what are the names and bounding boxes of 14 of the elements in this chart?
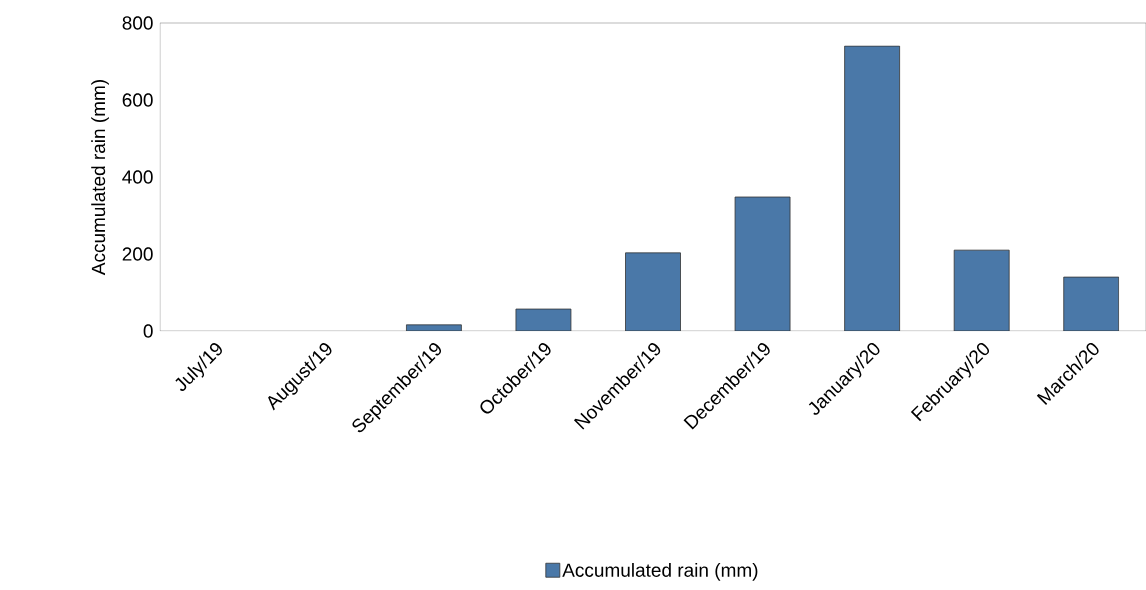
bar: [844, 45, 901, 331]
y-tick-label: 200: [122, 247, 153, 261]
bar: [515, 308, 572, 331]
bar: [405, 324, 462, 331]
y-tick-label: 0: [143, 324, 153, 338]
legend-label: Accumulated rain (mm): [562, 562, 758, 581]
y-tick-label: 800: [122, 16, 153, 30]
y-axis-title: Accumulated rain (mm): [91, 80, 109, 276]
bar: [734, 196, 791, 331]
bar: [1063, 276, 1120, 331]
y-tick-label: 400: [122, 170, 153, 184]
bar: [625, 252, 681, 331]
y-tick-label: 600: [122, 93, 153, 107]
bar: [953, 249, 1010, 331]
